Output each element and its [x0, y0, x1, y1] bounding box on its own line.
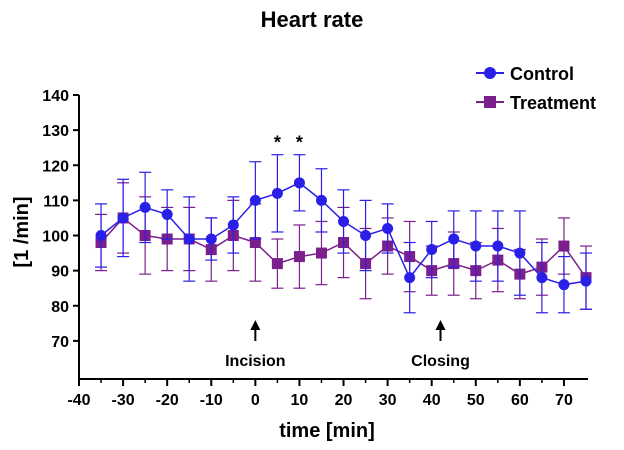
data-point — [293, 251, 305, 263]
data-point — [404, 272, 416, 284]
y-tick-label: 80 — [51, 299, 69, 316]
data-point — [338, 215, 350, 227]
y-tick-label: 120 — [42, 158, 69, 175]
annotation-incision: Incision — [225, 320, 286, 370]
data-point — [315, 194, 327, 206]
x-tick-label: 10 — [291, 392, 309, 409]
data-point — [558, 279, 570, 291]
data-point — [514, 247, 526, 259]
arrow-head — [435, 320, 446, 330]
data-point — [95, 230, 107, 241]
x-tick-label: 50 — [467, 392, 485, 409]
legend-treatment-marker — [484, 96, 496, 108]
data-point — [227, 219, 239, 231]
data-point — [293, 177, 305, 189]
x-tick-label: 40 — [423, 392, 441, 409]
data-point — [117, 212, 129, 224]
x-tick-label: 30 — [379, 392, 397, 409]
data-point — [183, 233, 195, 245]
data-point — [161, 208, 173, 220]
legend: Control Treatment — [476, 64, 596, 113]
data-point — [382, 222, 394, 234]
x-tick-label: 0 — [251, 392, 260, 409]
significance-marker: * — [296, 133, 303, 153]
x-tick-label: 70 — [555, 392, 573, 409]
arrow-head — [250, 320, 261, 330]
data-point — [249, 194, 261, 206]
data-point — [558, 240, 570, 252]
chart-title: Heart rate — [261, 7, 364, 32]
data-point — [492, 240, 504, 252]
y-tick-label: 130 — [42, 123, 69, 140]
data-point — [426, 244, 438, 256]
plot-area: 70 80 90 100 110 120 130 140 -40 -30 -20 -10 0 10 20 30… — [42, 88, 592, 409]
y-axis-label: [1 /min] — [11, 196, 33, 267]
annotation-label: Closing — [411, 353, 470, 370]
data-point — [360, 230, 372, 241]
legend-treatment-label: Treatment — [510, 93, 596, 113]
x-tick-label: -40 — [67, 392, 90, 409]
annotation-label: Incision — [225, 353, 285, 370]
y-tick-label: 140 — [42, 88, 69, 105]
data-point — [315, 247, 327, 259]
x-tick-label: -30 — [112, 392, 135, 409]
data-point — [271, 258, 283, 270]
x-axis-label: time [min] — [279, 420, 375, 442]
y-tick-label: 100 — [42, 229, 69, 246]
series-control — [95, 154, 592, 314]
data-point — [271, 187, 283, 199]
legend-control-marker — [484, 67, 496, 79]
data-point — [580, 275, 592, 287]
data-point — [536, 272, 548, 284]
data-point — [139, 201, 151, 213]
data-point — [205, 233, 217, 245]
x-tick-label: -20 — [156, 392, 179, 409]
x-tick-label: 20 — [335, 392, 353, 409]
y-tick-label: 70 — [51, 334, 69, 351]
y-tick-label: 110 — [43, 193, 69, 210]
y-tick-label: 90 — [51, 264, 69, 281]
legend-control-label: Control — [510, 64, 574, 84]
significance-marker: * — [274, 133, 281, 153]
data-point — [249, 237, 261, 249]
x-tick-label: 60 — [511, 392, 529, 409]
data-point — [470, 240, 482, 252]
data-point — [448, 233, 460, 245]
annotation-closing: Closing — [411, 320, 470, 370]
x-tick-label: -10 — [200, 392, 223, 409]
